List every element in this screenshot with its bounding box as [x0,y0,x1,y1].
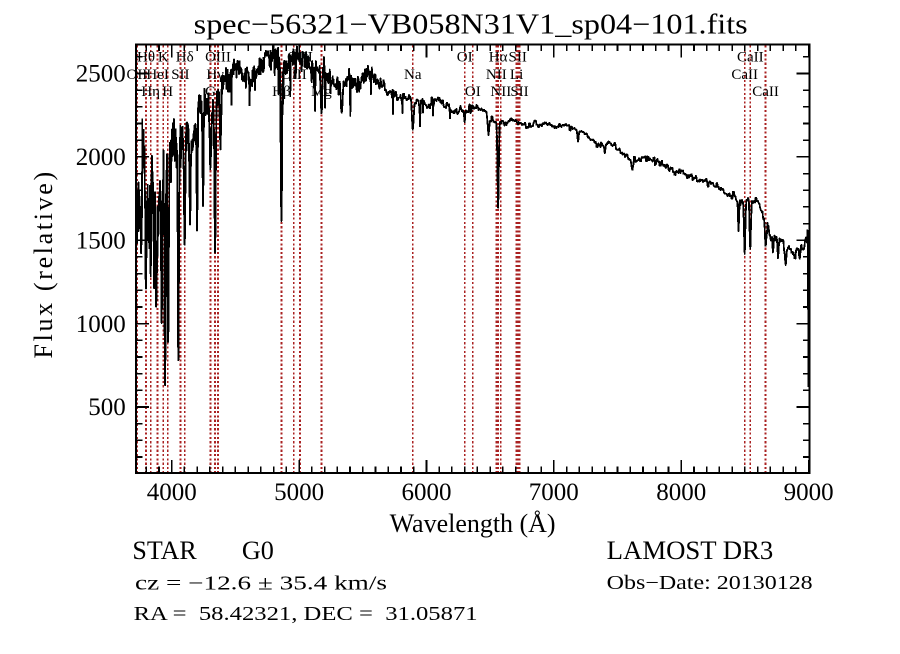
svg-text:cz = −12.6 ± 35.4 km/s: cz = −12.6 ± 35.4 km/s [135,572,387,594]
svg-text:CaII: CaII [752,84,779,100]
svg-text:2500: 2500 [76,61,126,88]
svg-text:OIII: OIII [205,50,231,66]
svg-text:4000: 4000 [147,479,197,506]
svg-text:Wavelength (Å): Wavelength (Å) [390,509,556,538]
svg-text:OI: OI [465,84,481,100]
svg-text:CaII: CaII [731,67,758,83]
svg-text:LAMOST DR3: LAMOST DR3 [607,536,774,565]
svg-text:7000: 7000 [529,479,579,506]
svg-text:G0: G0 [242,536,274,565]
svg-text:Hδ: Hδ [176,50,194,66]
svg-text:SII: SII [171,67,189,83]
svg-text:Hη: Hη [141,84,160,100]
svg-text:Hθ: Hθ [137,50,155,66]
svg-text:RA = 58.42321, DEC = 31.0587: RA = 58.42321, DEC = 31.05871 [134,603,478,625]
svg-text:CaII: CaII [737,50,764,66]
svg-text:HeI: HeI [146,67,169,83]
svg-text:Hα: Hα [489,50,508,66]
svg-text:NII: NII [490,84,511,100]
svg-text:G: G [205,84,216,100]
svg-text:OI: OI [457,50,473,66]
svg-text:5000: 5000 [274,479,324,506]
svg-text:H: H [162,84,173,100]
svg-text:1500: 1500 [76,227,126,254]
svg-text:Hβ: Hβ [272,84,290,100]
svg-text:500: 500 [88,394,126,421]
svg-text:9000: 9000 [784,479,834,506]
svg-text:SII: SII [509,50,527,66]
svg-text:SII: SII [510,84,528,100]
svg-text:Obs−Date: 20130128: Obs−Date: 20130128 [607,572,813,594]
svg-text:2000: 2000 [76,144,126,171]
svg-text:Hγ: Hγ [206,67,224,83]
svg-text:Mg: Mg [311,84,332,100]
svg-text:Li: Li [510,67,523,83]
svg-text:NII: NII [486,67,507,83]
svg-text:Flux (relative): Flux (relative) [29,172,58,359]
svg-text:OII: OII [126,67,147,83]
svg-text:STAR: STAR [132,536,197,565]
svg-text:OIII: OIII [287,50,313,66]
svg-text:1000: 1000 [76,311,126,338]
svg-text:OIII: OIII [281,67,307,83]
svg-text:8000: 8000 [656,479,706,506]
svg-text:6000: 6000 [402,479,452,506]
svg-text:K: K [158,50,169,66]
svg-text:Na: Na [404,67,422,83]
svg-text:spec−56321−VB058N31V1_sp04−101: spec−56321−VB058N31V1_sp04−101.fits [194,9,748,40]
